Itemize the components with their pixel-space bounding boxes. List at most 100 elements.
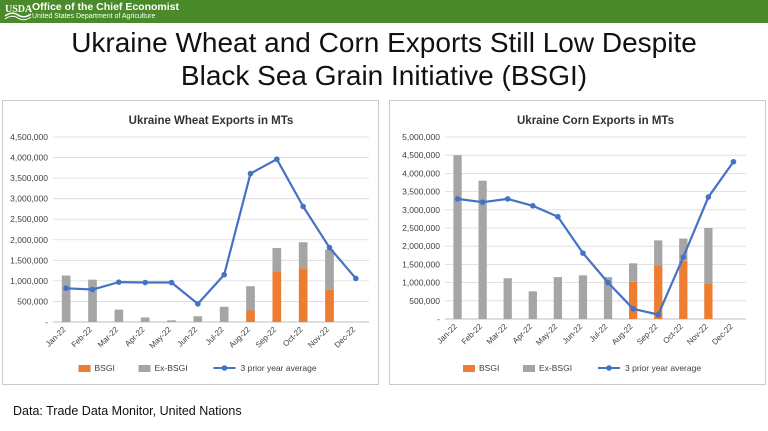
corn-xtick-label: Feb-22 bbox=[460, 322, 485, 347]
data-source: Data: Trade Data Monitor, United Nations bbox=[13, 404, 242, 418]
corn-bar-bsgi bbox=[704, 283, 713, 319]
wheat-avg-point bbox=[168, 279, 175, 286]
usda-logo: USDA bbox=[4, 4, 32, 21]
wheat-legend-swatch-bsgi bbox=[78, 365, 91, 372]
wheat-bar-ex-bsgi bbox=[298, 242, 308, 269]
corn-bar-ex-bsgi bbox=[503, 278, 512, 319]
header-bar: USDA Office of the Chief Economist Unite… bbox=[0, 0, 768, 23]
corn-ytick-label: 1,500,000 bbox=[402, 259, 440, 269]
wheat-bar-ex-bsgi bbox=[246, 286, 255, 311]
corn-ytick-label: 2,500,000 bbox=[402, 223, 440, 233]
wheat-ytick-label: 4,000,000 bbox=[10, 153, 48, 163]
wheat-avg-point bbox=[274, 156, 280, 162]
title-line-2: Black Sea Grain Initiative (BSGI) bbox=[180, 60, 588, 91]
wheat-bar-bsgi bbox=[325, 289, 334, 322]
wheat-chart-title: Ukraine Wheat Exports in MTs bbox=[129, 115, 294, 127]
wheat-bar-ex-bsgi bbox=[193, 316, 203, 322]
corn-xtick-label: Sep-22 bbox=[635, 322, 660, 347]
wheat-avg-point bbox=[300, 203, 306, 210]
corn-chart: Ukraine Corn Exports in MTs - 500,000 1,000… bbox=[402, 115, 746, 373]
wheat-bar-ex-bsgi bbox=[167, 320, 176, 322]
wheat-chart: Ukraine Wheat Exports in MTs - 500,000 1,00… bbox=[10, 115, 369, 373]
wheat-avg-point bbox=[142, 279, 148, 286]
wheat-avg-point bbox=[247, 170, 254, 177]
corn-bar-ex-bsgi bbox=[528, 291, 537, 319]
corn-bar-ex-bsgi bbox=[478, 180, 487, 319]
wheat-ytick-label: 2,500,000 bbox=[10, 214, 48, 224]
corn-ytick-label: 2,000,000 bbox=[402, 241, 440, 251]
corn-bar-ex-bsgi bbox=[553, 277, 563, 319]
wheat-ytick-label: 3,000,000 bbox=[10, 194, 48, 204]
wheat-avg-point bbox=[63, 285, 69, 292]
corn-xtick-label: Jun-22 bbox=[561, 322, 585, 346]
wheat-ytick-label: 4,500,000 bbox=[10, 132, 48, 142]
corn-xtick-label: Jan-22 bbox=[435, 322, 459, 346]
corn-bar-ex-bsgi bbox=[628, 263, 638, 282]
corn-avg-point bbox=[479, 199, 486, 205]
corn-ytick-label: 500,000 bbox=[409, 296, 440, 306]
wheat-xtick-label: Jun-22 bbox=[176, 325, 200, 349]
wheat-xtick-label: Mar-22 bbox=[96, 325, 121, 350]
wheat-avg-point bbox=[195, 301, 201, 307]
wheat-bar-ex-bsgi bbox=[114, 309, 124, 322]
corn-xtick-label: Oct-22 bbox=[661, 322, 685, 346]
corn-legend-marker-avg bbox=[606, 365, 612, 371]
wheat-bar-ex-bsgi bbox=[61, 275, 71, 322]
wheat-xtick-label: Sep-22 bbox=[254, 325, 279, 350]
wheat-xtick-label: Aug-22 bbox=[227, 325, 252, 350]
corn-xtick-label: Aug-22 bbox=[610, 322, 635, 347]
wheat-chart-panel: Ukraine Wheat Exports in MTs - 500,000 1,00… bbox=[2, 100, 379, 385]
corn-ytick-label: - bbox=[437, 314, 440, 324]
wheat-xtick-label: Apr-22 bbox=[123, 325, 147, 349]
wheat-legend-label-bsgi: BSGI bbox=[95, 363, 115, 373]
wheat-xtick-label: Feb-22 bbox=[70, 325, 95, 350]
corn-legend-swatch-ex-bsgi bbox=[523, 365, 535, 372]
corn-bar-ex-bsgi bbox=[453, 155, 462, 319]
wheat-legend-label-avg: 3 prior year average bbox=[241, 363, 317, 373]
title-line-1: Ukraine Wheat and Corn Exports Still Low… bbox=[71, 27, 697, 58]
corn-legend-label-bsgi: BSGI bbox=[479, 363, 499, 373]
corn-avg-point bbox=[655, 311, 662, 318]
wheat-avg-point bbox=[116, 279, 122, 285]
corn-bar-ex-bsgi bbox=[603, 277, 613, 319]
wheat-xtick-label: Jul-22 bbox=[204, 325, 226, 347]
corn-xtick-label: Mar-22 bbox=[485, 322, 510, 347]
corn-chart-panel: Ukraine Corn Exports in MTs - 500,000 1,000… bbox=[389, 100, 766, 385]
corn-avg-point bbox=[680, 254, 687, 260]
wheat-bar-bsgi bbox=[272, 271, 282, 322]
wheat-xtick-label: Dec-22 bbox=[333, 325, 358, 350]
wheat-bar-bsgi bbox=[298, 268, 308, 322]
wheat-legend-marker-avg bbox=[221, 365, 228, 371]
corn-ytick-label: 4,000,000 bbox=[402, 168, 440, 178]
corn-ytick-label: 5,000,000 bbox=[402, 132, 440, 142]
corn-avg-point bbox=[504, 196, 511, 202]
wheat-xtick-label: Oct-22 bbox=[281, 325, 305, 349]
corn-bar-bsgi bbox=[628, 281, 638, 319]
dept-name: United States Department of Agriculture bbox=[32, 13, 156, 20]
corn-xtick-label: Apr-22 bbox=[511, 322, 535, 346]
wheat-avg-line bbox=[66, 158, 357, 306]
corn-bar-ex-bsgi bbox=[578, 275, 588, 319]
corn-bar-ex-bsgi bbox=[654, 240, 663, 266]
corn-avg-line bbox=[457, 161, 735, 316]
wheat-ytick-label: 2,000,000 bbox=[10, 235, 48, 245]
corn-ytick-label: 4,500,000 bbox=[402, 150, 440, 160]
page-title: Ukraine Wheat and Corn Exports Still Low… bbox=[0, 26, 768, 92]
corn-avg-point bbox=[580, 250, 586, 256]
wheat-bar-ex-bsgi bbox=[219, 306, 229, 322]
corn-avg-point bbox=[454, 196, 461, 202]
wheat-legend-label-ex-bsgi: Ex-BSGI bbox=[155, 363, 188, 373]
wheat-avg-point bbox=[89, 286, 96, 293]
wheat-xtick-label: Nov-22 bbox=[306, 325, 331, 350]
wheat-ytick-label: 1,000,000 bbox=[10, 276, 48, 286]
wheat-avg-point bbox=[221, 271, 227, 278]
corn-xtick-label: Jul-22 bbox=[588, 322, 610, 344]
logo-text: USDA bbox=[5, 4, 32, 15]
wheat-xtick-label: May-22 bbox=[148, 325, 174, 351]
wheat-bar-ex-bsgi bbox=[325, 249, 334, 290]
corn-avg-point bbox=[529, 202, 536, 209]
wheat-ytick-label: 1,500,000 bbox=[10, 255, 48, 265]
corn-avg-point bbox=[605, 279, 611, 286]
corn-bar-bsgi bbox=[654, 265, 663, 319]
wheat-bar-ex-bsgi bbox=[88, 279, 97, 322]
